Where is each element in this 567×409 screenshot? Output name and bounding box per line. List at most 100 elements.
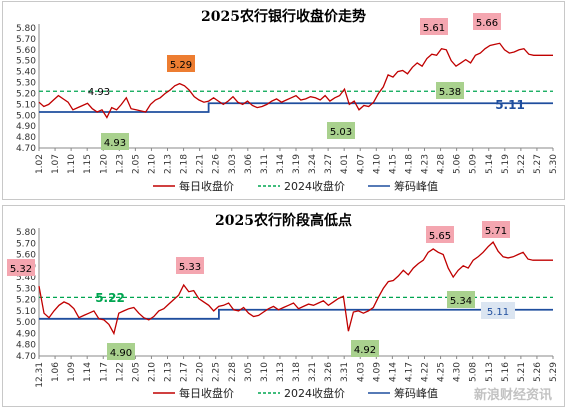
- annotation-box: [7, 259, 35, 276]
- x-tick-label: 3.19: [292, 154, 302, 174]
- legend-label: 2024收盘价: [284, 179, 345, 193]
- annotation-box: [107, 343, 135, 360]
- x-tick-label: 3.06: [244, 154, 254, 174]
- annotation-label: 5.38: [439, 87, 461, 98]
- y-tick-label: 5.30: [16, 79, 36, 89]
- annotation-label: 4.93: [88, 87, 110, 98]
- price-line: [38, 42, 553, 119]
- line-chart: 4.704.804.905.005.105.205.305.405.505.60…: [7, 221, 559, 400]
- x-tick-label: 4.14: [388, 362, 398, 382]
- y-tick-label: 5.10: [16, 307, 36, 317]
- x-tick-label: 2.13: [164, 362, 174, 382]
- y-tick-label: 4.80: [16, 133, 36, 143]
- x-tick-label: 4.09: [372, 362, 382, 382]
- x-tick-label: 4.15: [388, 154, 398, 174]
- annotation-label: 4.93: [104, 138, 126, 149]
- annotation-label: 5.71: [485, 226, 507, 237]
- y-tick-label: 5.20: [16, 89, 36, 99]
- annotation-label: 5.11: [487, 307, 509, 318]
- annotation-label: 4.92: [354, 345, 376, 356]
- x-tick-label: 2.18: [180, 154, 190, 174]
- x-tick-label: 4.01: [340, 154, 350, 174]
- x-tick-label: 3.21: [308, 362, 318, 382]
- annotation-label: 5.29: [170, 60, 192, 71]
- x-tick-label: 3.31: [340, 362, 350, 382]
- x-tick-label: 4.22: [421, 362, 431, 382]
- x-tick-label: 4.25: [437, 362, 447, 382]
- annotation-box: [327, 122, 355, 139]
- x-tick-label: 2.17: [180, 362, 190, 382]
- annotation-label: 4.90: [110, 348, 132, 359]
- x-tick-label: 1.17: [99, 362, 109, 382]
- x-tick-label: 4.18: [404, 154, 414, 174]
- annotation-box: [473, 13, 501, 30]
- x-tick-label: 5.08: [469, 362, 479, 382]
- x-tick-label: 12.31: [35, 362, 45, 388]
- annotation-label: 5.33: [179, 262, 201, 273]
- x-tick-label: 2.05: [131, 362, 141, 382]
- x-tick-label: 4.17: [404, 362, 414, 382]
- y-tick-label: 5.40: [16, 273, 36, 283]
- legend-label: 每日收盘价: [179, 386, 234, 400]
- x-tick-label: 1.23: [115, 154, 125, 174]
- x-tick-label: 1.15: [83, 154, 93, 174]
- annotation-label: 5.03: [330, 127, 352, 138]
- annotation-label: 5.32: [10, 264, 32, 275]
- annotation-box: [436, 82, 464, 99]
- annotation-box: [420, 18, 448, 35]
- x-tick-label: 1.10: [67, 154, 77, 174]
- chart-title: 2025农行阶段高低点: [215, 213, 352, 229]
- annotation-label: 5.61: [423, 23, 445, 34]
- price-line: [38, 241, 553, 336]
- x-tick-label: 5.21: [517, 362, 527, 382]
- x-tick-label: 5.30: [549, 154, 559, 174]
- annotation-box: [176, 257, 204, 274]
- x-tick-label: 5.19: [501, 154, 511, 174]
- y-tick-label: 5.50: [16, 57, 36, 67]
- x-tick-label: 5.16: [501, 362, 511, 382]
- x-tick-label: 2.20: [196, 362, 206, 382]
- x-tick-label: 1.20: [99, 154, 109, 174]
- x-tick-label: 2.28: [228, 362, 238, 382]
- y-tick-label: 5.40: [16, 68, 36, 78]
- x-tick-label: 3.24: [308, 154, 318, 174]
- x-tick-label: 4.03: [356, 362, 366, 382]
- x-tick-label: 5.26: [533, 362, 543, 382]
- y-tick-label: 4.90: [16, 329, 36, 339]
- x-tick-label: 2.10: [147, 362, 157, 382]
- y-tick-label: 5.00: [16, 111, 36, 121]
- x-tick-label: 5.09: [469, 154, 479, 174]
- y-tick-label: 4.90: [16, 122, 36, 132]
- x-tick-label: 2.05: [131, 154, 141, 174]
- annotation-box: [482, 221, 510, 238]
- annotation-box: [167, 55, 195, 72]
- x-tick-label: 3.27: [324, 154, 334, 174]
- chip-peak-line: [39, 102, 553, 113]
- annotation-label: 5.66: [476, 18, 498, 29]
- annotation-label: 5.65: [429, 231, 451, 242]
- annotation-box: [426, 226, 454, 243]
- x-tick-label: 4.28: [437, 154, 447, 174]
- legend-label: 2024收盘价: [284, 386, 345, 400]
- x-tick-label: 2.21: [196, 154, 206, 174]
- x-tick-label: 4.07: [356, 154, 366, 174]
- annotation-label: 5.22: [95, 291, 125, 305]
- annotation-label: 5.34: [450, 296, 472, 307]
- x-tick-label: 5.22: [517, 154, 527, 174]
- x-tick-label: 4.10: [372, 154, 382, 174]
- legend-label: 筹码峰值: [394, 179, 438, 193]
- annotation-box: [101, 133, 129, 150]
- legend-label: 筹码峰值: [394, 386, 438, 400]
- x-tick-label: 5.06: [453, 154, 463, 174]
- y-tick-label: 5.10: [16, 100, 36, 110]
- annotation-box: [351, 340, 379, 357]
- x-tick-label: 3.13: [276, 362, 286, 382]
- y-tick-label: 5.70: [16, 239, 36, 249]
- chart-panel-1: 2025农行银行收盘价走势 4.70 4.80 4.90 5.00 5.10 5.20 5.…: [2, 1, 565, 200]
- x-tick-label: 3.18: [292, 362, 302, 382]
- chart-title: 2025农行银行收盘价走势: [201, 9, 366, 25]
- y-tick-label: 4.70: [16, 144, 36, 154]
- x-tick-label: 5.13: [485, 362, 495, 382]
- y-tick-label: 5.00: [16, 318, 36, 328]
- x-tick-label: 2.26: [212, 154, 222, 174]
